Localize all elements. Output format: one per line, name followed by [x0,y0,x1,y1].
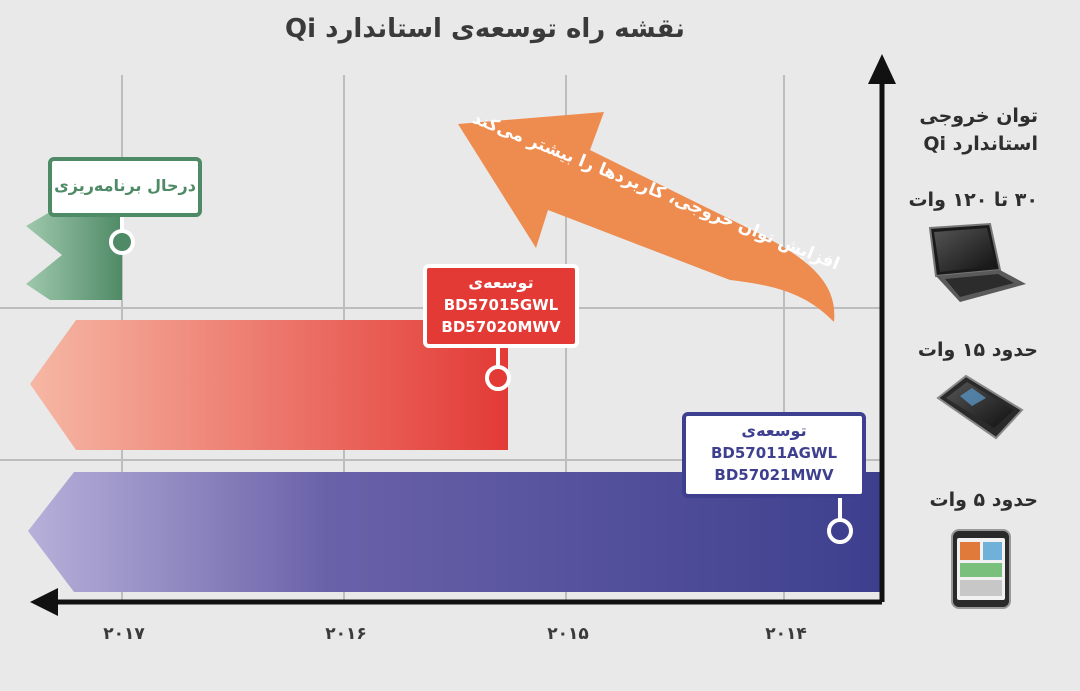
year-label-2017: ۲۰۱۷ [103,624,145,644]
bar-15w [30,320,508,450]
pin-low [827,498,853,544]
tag-mid-part-1: BD57015GWL [443,296,559,314]
tag-low: توسعه‌ی BD57011AGWL BD57021MWV [682,412,866,498]
bar-planning [26,212,122,300]
power-label-low: حدود ۵ وات [929,489,1038,511]
y-axis-label-line2: استاندارد Qi [923,133,1038,155]
power-label-mid: حدود ۱۵ وات [917,339,1038,361]
tablet-icon [936,374,1024,440]
y-axis-label: توان خروجی استاندارد Qi [919,102,1038,158]
tag-planning: درحال برنامه‌ریزی [48,157,202,217]
year-label-2015: ۲۰۱۵ [547,624,589,644]
tag-low-part-1: BD57011AGWL [710,444,838,462]
y-axis-label-line1: توان خروجی [919,105,1038,127]
smartphone-icon [951,529,1011,609]
tag-low-label: توسعه‌ی [741,421,807,440]
tag-mid-label: توسعه‌ی [468,273,534,292]
axes [30,54,896,616]
tag-mid: توسعه‌ی BD57015GWL BD57020MWV [423,264,579,348]
tag-low-part-2: BD57021MWV [714,466,834,484]
tag-planning-label: درحال برنامه‌ریزی [54,176,196,195]
page-title: نقشه راه توسعه‌ی استاندارد Qi [285,14,685,44]
bar-5w [28,472,882,592]
year-label-2014: ۲۰۱۴ [765,624,807,644]
power-label-high: ۳۰ تا ۱۲۰ وات [908,189,1038,211]
tag-mid-part-2: BD57020MWV [441,318,561,336]
pin-planning [109,206,135,255]
pin-mid [485,346,511,391]
year-label-2016: ۲۰۱۶ [325,624,367,644]
laptop-icon [928,222,1026,302]
